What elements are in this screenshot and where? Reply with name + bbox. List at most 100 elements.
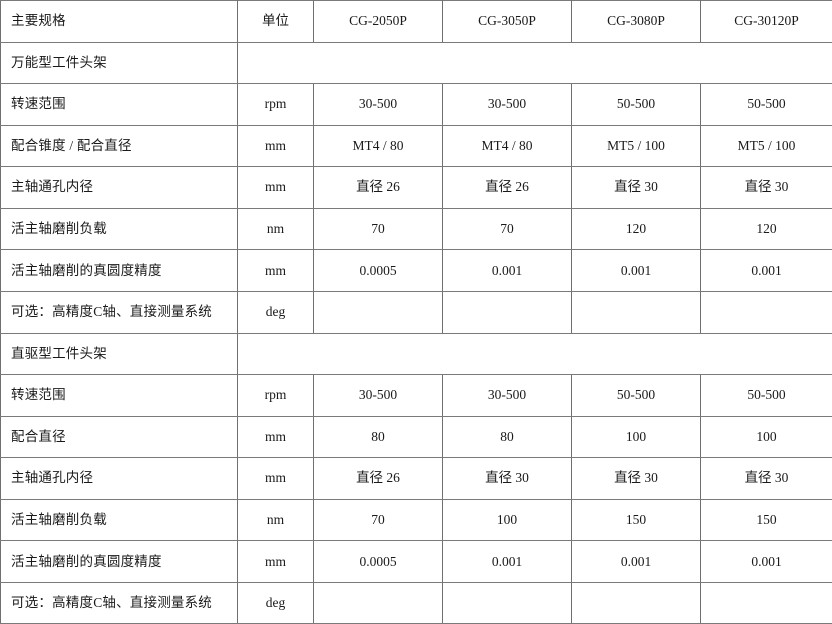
cell-model-4: 50-500 <box>701 375 832 417</box>
cell-model-1: MT4 / 80 <box>314 125 443 167</box>
cell-model-2: 30-500 <box>443 375 572 417</box>
cell-model-4: 50-500 <box>701 84 832 126</box>
row-unit: deg <box>238 291 314 333</box>
cell-model-1: 30-500 <box>314 375 443 417</box>
row-unit: rpm <box>238 84 314 126</box>
column-header-model-1: CG-2050P <box>314 1 443 43</box>
cell-model-1: 0.0005 <box>314 250 443 292</box>
cell-model-2: 0.001 <box>443 541 572 583</box>
cell-model-1: 70 <box>314 208 443 250</box>
cell-model-3 <box>572 291 701 333</box>
cell-model-4: 0.001 <box>701 541 832 583</box>
cell-model-2: 0.001 <box>443 250 572 292</box>
cell-model-3: 100 <box>572 416 701 458</box>
row-unit: mm <box>238 167 314 209</box>
cell-model-2 <box>443 291 572 333</box>
row-label: 活主轴磨削的真圆度精度 <box>1 250 238 292</box>
column-header-unit: 单位 <box>238 1 314 43</box>
cell-model-4: 直径 30 <box>701 167 832 209</box>
row-label: 万能型工件头架 <box>1 42 238 84</box>
table-header: 主要规格 单位 CG-2050P CG-3050P CG-3080P CG-30… <box>1 1 832 43</box>
cell-model-4: 0.001 <box>701 250 832 292</box>
cell-model-1: 30-500 <box>314 84 443 126</box>
row-label: 活主轴磨削负载 <box>1 499 238 541</box>
cell-model-3 <box>572 582 701 624</box>
cell-model-4: 100 <box>701 416 832 458</box>
column-header-model-2: CG-3050P <box>443 1 572 43</box>
cell-model-2: 100 <box>443 499 572 541</box>
row-unit: mm <box>238 416 314 458</box>
cell-model-1: 70 <box>314 499 443 541</box>
cell-model-2: MT4 / 80 <box>443 125 572 167</box>
cell-model-4: MT5 / 100 <box>701 125 832 167</box>
cell-model-2: 直径 26 <box>443 167 572 209</box>
row-unit: mm <box>238 458 314 500</box>
row-label: 活主轴磨削负载 <box>1 208 238 250</box>
header-row: 主要规格 单位 CG-2050P CG-3050P CG-3080P CG-30… <box>1 1 832 43</box>
column-header-model-3: CG-3080P <box>572 1 701 43</box>
row-label: 转速范围 <box>1 84 238 126</box>
cell-model-3: 0.001 <box>572 541 701 583</box>
section-row: 直驱型工件头架 <box>1 333 832 375</box>
row-unit: nm <box>238 208 314 250</box>
row-label: 配合直径 <box>1 416 238 458</box>
cell-model-4 <box>701 582 832 624</box>
cell-model-1: 80 <box>314 416 443 458</box>
cell-model-3: 120 <box>572 208 701 250</box>
cell-model-2 <box>443 582 572 624</box>
row-label: 可选：高精度C轴、直接测量系统 <box>1 582 238 624</box>
row-label: 活主轴磨削的真圆度精度 <box>1 541 238 583</box>
cell-model-3: 50-500 <box>572 375 701 417</box>
cell-model-4: 150 <box>701 499 832 541</box>
cell-model-3: 0.001 <box>572 250 701 292</box>
cell-model-2: 直径 30 <box>443 458 572 500</box>
cell-model-3: MT5 / 100 <box>572 125 701 167</box>
row-label: 主轴通孔内径 <box>1 458 238 500</box>
cell-model-3: 50-500 <box>572 84 701 126</box>
section-spacer-cell <box>238 333 832 375</box>
row-unit: mm <box>238 541 314 583</box>
cell-model-2: 30-500 <box>443 84 572 126</box>
column-header-model-4: CG-30120P <box>701 1 832 43</box>
cell-model-1: 直径 26 <box>314 458 443 500</box>
specification-sheet: 主要规格 单位 CG-2050P CG-3050P CG-3080P CG-30… <box>0 0 832 568</box>
cell-model-2: 80 <box>443 416 572 458</box>
row-unit: mm <box>238 250 314 292</box>
cell-model-1 <box>314 291 443 333</box>
row-unit: deg <box>238 582 314 624</box>
cell-model-4: 120 <box>701 208 832 250</box>
row-unit: nm <box>238 499 314 541</box>
cell-model-1: 0.0005 <box>314 541 443 583</box>
cell-model-2: 70 <box>443 208 572 250</box>
cell-model-3: 直径 30 <box>572 167 701 209</box>
row-label: 可选：高精度C轴、直接测量系统 <box>1 291 238 333</box>
section-spacer-cell <box>238 42 832 84</box>
section-row: 万能型工件头架 <box>1 42 832 84</box>
cell-model-3: 直径 30 <box>572 458 701 500</box>
row-label: 主轴通孔内径 <box>1 167 238 209</box>
row-label: 配合锥度 / 配合直径 <box>1 125 238 167</box>
cell-model-4: 直径 30 <box>701 458 832 500</box>
row-label: 转速范围 <box>1 375 238 417</box>
cell-model-3: 150 <box>572 499 701 541</box>
cell-model-1 <box>314 582 443 624</box>
cell-model-1: 直径 26 <box>314 167 443 209</box>
column-header-label: 主要规格 <box>1 1 238 43</box>
row-unit: rpm <box>238 375 314 417</box>
cell-model-4 <box>701 291 832 333</box>
row-label: 直驱型工件头架 <box>1 333 238 375</box>
